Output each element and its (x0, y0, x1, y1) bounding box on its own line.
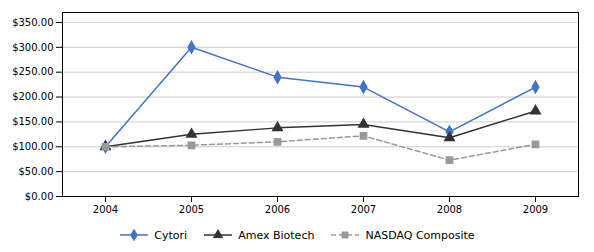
svg-text:$200.00: $200.00 (12, 91, 53, 102)
html-text:Cytori: Cytori (154, 228, 188, 242)
svg-text:$300.00: $300.00 (12, 42, 53, 53)
svg-text:$250.00: $250.00 (12, 66, 53, 77)
svg-text:2004: 2004 (93, 204, 118, 215)
html-text:NASDAQ Composite: NASDAQ Composite (365, 228, 475, 242)
svg-text:2009: 2009 (523, 204, 548, 215)
svg-text:$350.00: $350.00 (12, 17, 53, 28)
svg-text:$0.00: $0.00 (25, 191, 54, 202)
svg-text:2007: 2007 (351, 204, 376, 215)
svg-text:$50.00: $50.00 (19, 166, 54, 177)
svg-text:2008: 2008 (437, 204, 462, 215)
svg-text:2006: 2006 (265, 204, 290, 215)
svg-text:$100.00: $100.00 (12, 141, 53, 152)
html-text:Amex Biotech: Amex Biotech (238, 228, 315, 242)
svg-text:$150.00: $150.00 (12, 116, 53, 127)
svg-text:2005: 2005 (179, 204, 204, 215)
